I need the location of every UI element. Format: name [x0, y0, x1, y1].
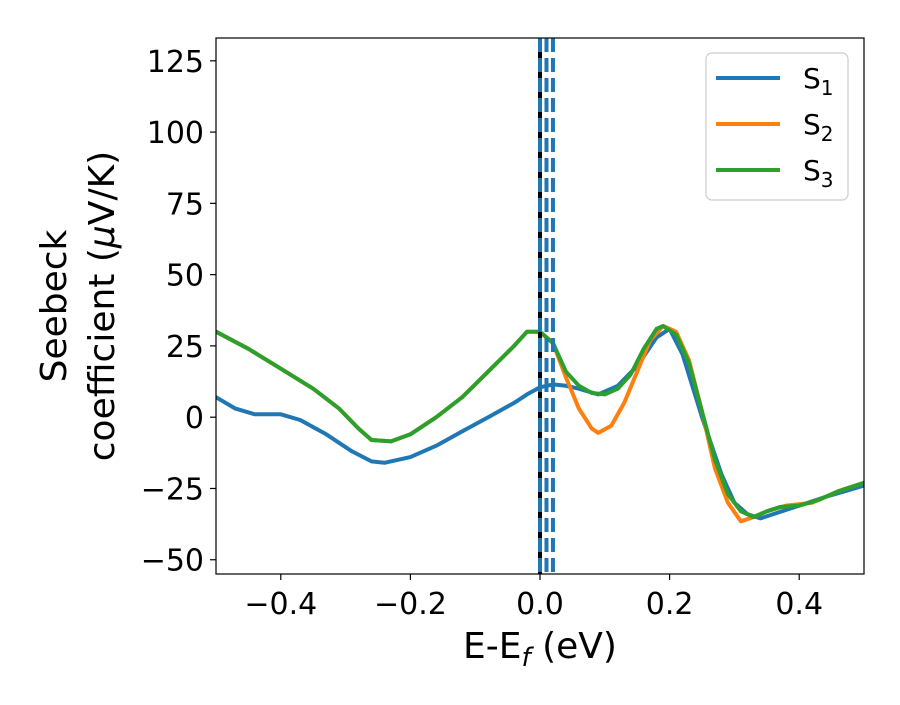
y-tick-label: −50 — [141, 544, 204, 579]
y-tick-label: 0 — [185, 401, 204, 436]
x-axis-label: E-Ef (eV) — [463, 626, 617, 673]
x-tick-label: 0.0 — [516, 587, 564, 622]
legend-label-s2: S2 — [803, 108, 834, 146]
legend: S1 S2 S3 — [705, 52, 849, 201]
legend-label-s3: S3 — [803, 154, 834, 192]
x-tick-label: 0.2 — [646, 587, 694, 622]
y-axis: −50 −25 0 25 50 75 100 125 — [141, 45, 216, 579]
legend-label-s1: S1 — [803, 62, 834, 100]
y-tick-label: −25 — [141, 472, 204, 507]
y-axis-label: Seebeck coefficient (μV/K) — [34, 151, 123, 461]
plot-area — [216, 38, 864, 574]
y-tick-label: 75 — [166, 187, 204, 222]
series-line-s3 — [216, 324, 864, 519]
legend-box — [705, 52, 849, 201]
y-tick-label: 25 — [166, 330, 204, 365]
y-axis-label-line2: coefficient (μV/K) — [82, 151, 123, 461]
x-tick-label: −0.4 — [244, 587, 317, 622]
y-tick-label: 125 — [147, 45, 204, 80]
y-tick-label: 100 — [147, 116, 204, 151]
x-tick-label: 0.4 — [775, 587, 823, 622]
x-axis: −0.4 −0.2 0.0 0.2 0.4 — [244, 574, 823, 622]
x-tick-label: −0.2 — [374, 587, 447, 622]
y-axis-label-line1: Seebeck — [34, 229, 75, 382]
y-tick-label: 50 — [166, 259, 204, 294]
